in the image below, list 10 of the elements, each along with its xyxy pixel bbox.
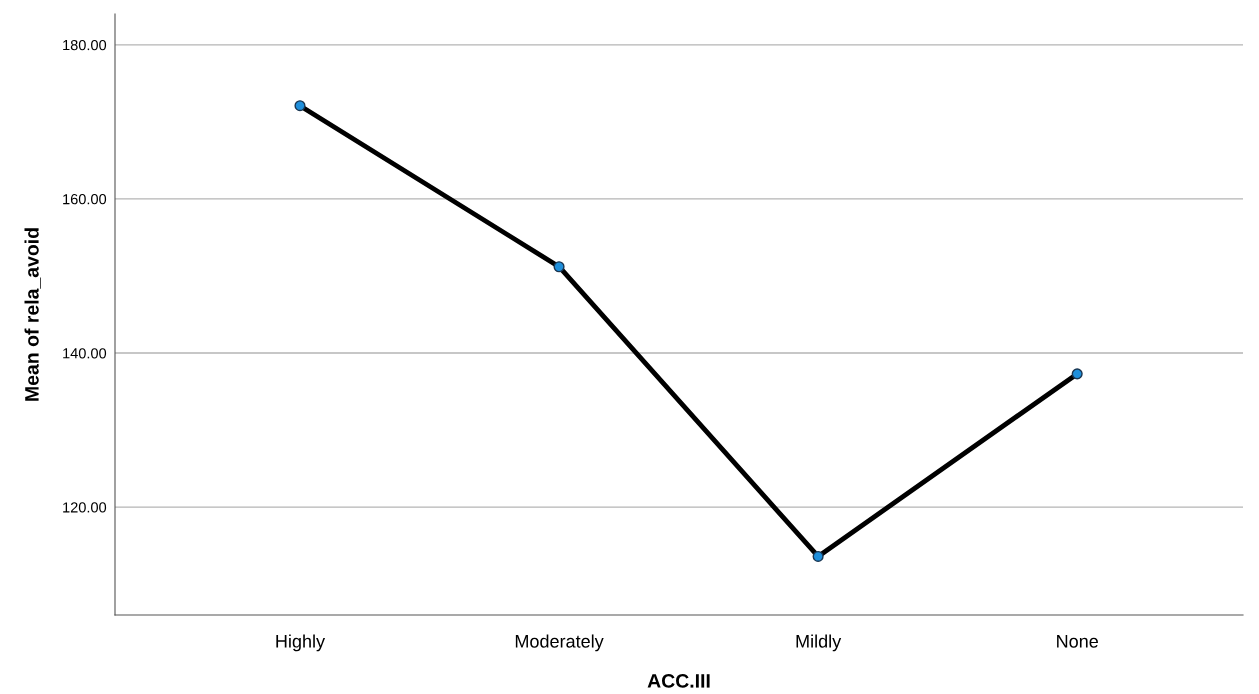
- x-tick-label: Highly: [276, 634, 326, 652]
- y-tick-label: 140.00: [63, 348, 107, 359]
- y-axis-title: Mean of rela_avoid: [24, 228, 41, 401]
- x-tick-label: Moderately: [515, 634, 604, 652]
- x-axis-title: ACC.III: [647, 674, 710, 688]
- x-tick-label: None: [1057, 635, 1098, 648]
- y-tick-label: 120.00: [63, 502, 107, 513]
- x-tick-label: Mildly: [796, 634, 842, 652]
- y-tick-label: 160.00: [63, 194, 107, 205]
- y-tick-label: 180.00: [63, 39, 107, 51]
